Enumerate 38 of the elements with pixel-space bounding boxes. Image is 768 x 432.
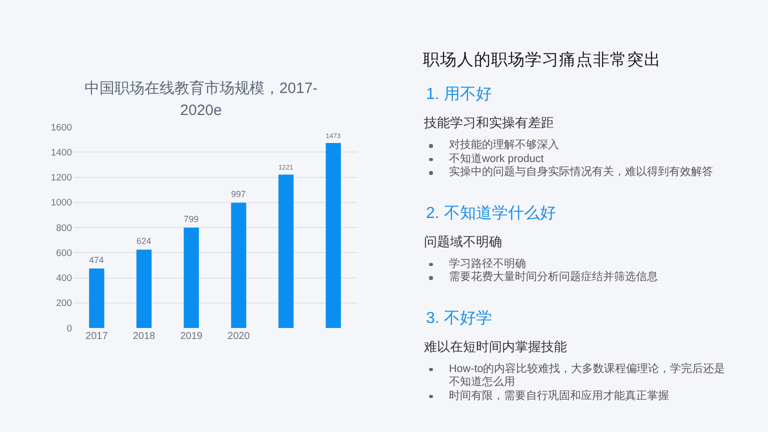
text: 对技能的理解不够深入 [449,139,559,151]
y-tick-label: 1200 [50,172,72,184]
text: 技能学习和实操有差距 [423,114,555,132]
data-label: 799 [184,214,199,224]
text: 学习路径不明确 [449,258,526,270]
x-tick-label: 2018 [132,331,156,342]
bar [231,202,246,328]
text: 不知道work product [449,152,544,164]
y-tick-label: 200 [56,298,72,310]
y-tick-label: 400 [56,273,72,284]
text: 时间有限，需要自行巩固和应用才能真正掌握 [449,390,669,402]
bar [184,228,199,328]
bar [326,142,341,328]
text: 问题域不明确 [423,232,503,250]
text: 难以在短时间内掌握技能 [423,338,568,356]
bar [89,268,104,328]
x-tick-label: 2019 [180,331,203,342]
x-tick-label: 2017 [86,331,108,342]
data-label: 474 [89,254,104,265]
y-tick-label: 1000 [50,198,72,209]
y-tick-label: 800 [56,222,72,234]
y-tick-label: 1400 [50,147,72,158]
data-label: 997 [231,189,246,200]
text: 3. 不好学 [425,308,493,328]
text: 2. 不知道学什么好 [425,204,557,224]
y-tick-label: 1600 [50,122,72,134]
bar [278,174,294,328]
y-tick-label: 600 [56,248,72,259]
text: 需要花费大量时间分析问题症结并筛选信息 [449,271,658,283]
text: How-to的内容比较难找，大多数课程偏理论，学完后还是不知道怎么用 [449,362,726,388]
data-label: 624 [136,236,152,246]
chart-title: 中国职场在线教育市场规模，2017-2020e [83,79,319,121]
x-tick-label: 2020 [228,331,250,342]
text: 1. 用不好 [425,85,493,105]
bar [136,250,152,328]
text: 职场人的职场学习痛点非常突出 [423,50,662,71]
text: 实操中的问题与自身实际情况有关，难以得到有效解答 [449,166,713,178]
y-tick-label: 0 [66,323,72,334]
